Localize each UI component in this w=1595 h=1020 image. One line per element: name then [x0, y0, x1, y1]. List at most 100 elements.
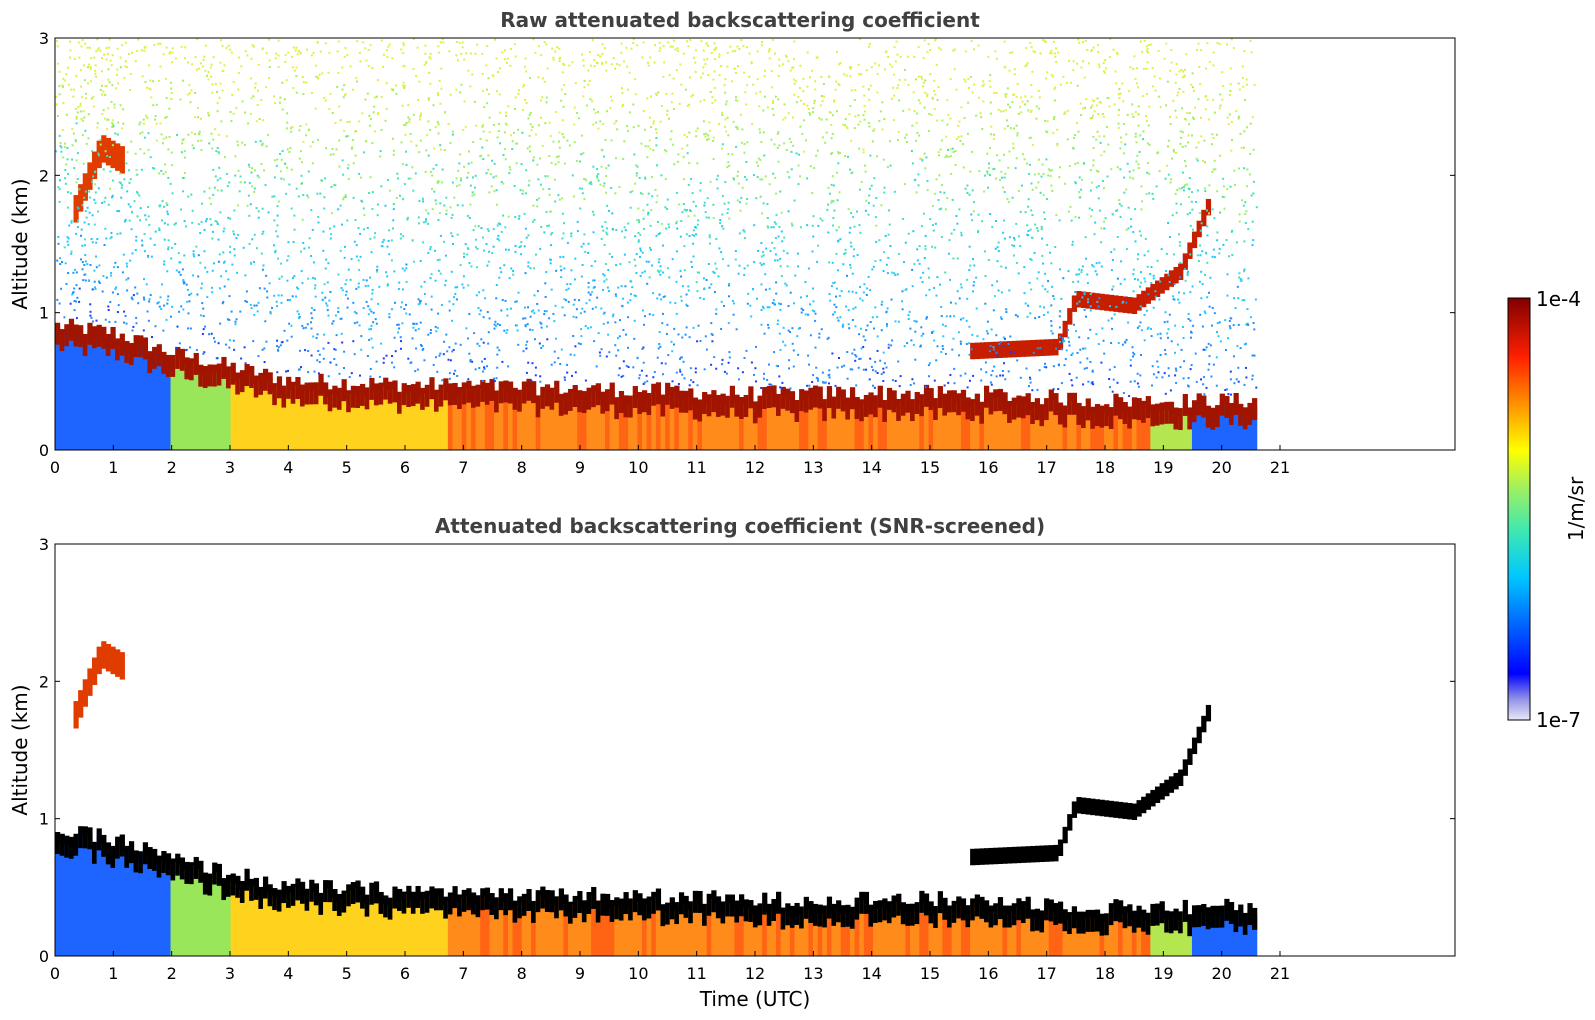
noise-speckle: [579, 207, 582, 210]
noise-speckle: [227, 216, 230, 219]
noise-speckle: [318, 73, 321, 76]
noise-speckle: [693, 234, 696, 237]
boundary-layer-top-band: [470, 385, 477, 408]
noise-speckle: [1237, 82, 1240, 85]
noise-speckle: [1087, 62, 1090, 65]
noise-speckle: [920, 75, 923, 78]
noise-speckle: [1017, 112, 1020, 115]
noise-speckle: [93, 56, 96, 59]
noise-speckle: [1106, 175, 1109, 178]
noise-speckle: [65, 113, 68, 116]
noise-speckle: [1174, 192, 1177, 195]
noise-speckle: [1190, 364, 1193, 367]
noise-speckle: [310, 327, 313, 330]
noise-speckle: [816, 260, 819, 263]
noise-speckle: [217, 151, 220, 154]
noise-speckle: [998, 342, 1001, 345]
noise-speckle: [1028, 163, 1031, 166]
noise-speckle: [355, 77, 358, 79]
noise-speckle: [583, 233, 586, 236]
noise-speckle: [1050, 52, 1053, 55]
boundary-layer-column: [1122, 410, 1128, 450]
noise-speckle: [1019, 210, 1022, 213]
noise-speckle: [851, 319, 854, 321]
noise-speckle: [358, 172, 361, 175]
noise-speckle: [882, 270, 885, 272]
noise-speckle: [187, 61, 190, 64]
noise-speckle: [662, 295, 665, 298]
noise-speckle: [578, 299, 581, 302]
noise-speckle: [557, 155, 560, 158]
noise-speckle: [364, 98, 367, 101]
noise-speckle: [367, 64, 370, 67]
noise-speckle: [934, 246, 937, 249]
noise-speckle: [487, 93, 490, 96]
noise-speckle: [388, 43, 391, 46]
boundary-layer-top-band: [1215, 405, 1221, 428]
noise-speckle: [732, 120, 735, 123]
noise-speckle: [346, 306, 349, 309]
noise-speckle: [628, 71, 631, 74]
noise-speckle: [536, 303, 539, 305]
noise-speckle: [793, 82, 796, 85]
noise-speckle: [943, 384, 946, 387]
noise-speckle: [1151, 365, 1154, 368]
noise-speckle: [953, 315, 955, 318]
noise-speckle: [107, 78, 110, 81]
noise-speckle: [405, 163, 408, 166]
noise-speckle: [310, 255, 313, 257]
noise-speckle: [485, 172, 488, 175]
noise-speckle: [62, 77, 65, 80]
noise-speckle: [1179, 130, 1182, 133]
elevated-aerosol-band: [73, 195, 79, 223]
noise-speckle: [1253, 354, 1256, 357]
noise-speckle: [75, 117, 78, 120]
noise-speckle: [720, 251, 723, 254]
noise-speckle: [85, 142, 88, 145]
noise-speckle: [128, 219, 131, 222]
noise-speckle: [80, 228, 83, 231]
noise-speckle: [290, 168, 293, 171]
noise-speckle: [1053, 88, 1056, 91]
noise-speckle: [250, 261, 253, 264]
noise-speckle: [492, 176, 495, 179]
noise-speckle: [473, 193, 476, 196]
noise-speckle: [183, 150, 186, 153]
noise-speckle: [1230, 38, 1233, 41]
noise-speckle: [842, 263, 845, 266]
noise-speckle: [873, 177, 876, 180]
noise-speckle: [1212, 51, 1215, 54]
noise-speckle: [642, 383, 645, 385]
noise-speckle: [76, 226, 79, 229]
noise-speckle: [69, 49, 72, 52]
noise-speckle: [1165, 252, 1168, 255]
noise-speckle: [922, 212, 925, 215]
boundary-layer-column: [845, 405, 851, 450]
noise-speckle: [665, 227, 668, 230]
noise-speckle: [1230, 149, 1233, 152]
noise-speckle: [1208, 355, 1211, 358]
noise-speckle: [66, 158, 69, 161]
noise-speckle: [652, 292, 655, 295]
residual-layer-band: [1011, 340, 1017, 358]
boundary-layer-top-band: [373, 383, 380, 406]
noise-speckle: [861, 299, 864, 302]
noise-speckle: [498, 324, 501, 327]
boundary-layer-column: [535, 403, 541, 450]
noise-speckle: [82, 64, 85, 67]
noise-speckle: [312, 141, 314, 144]
noise-speckle: [1229, 83, 1232, 86]
noise-speckle: [1136, 326, 1139, 329]
boundary-layer-column: [364, 395, 370, 450]
boundary-layer-column: [937, 394, 943, 450]
noise-speckle: [627, 222, 630, 225]
noise-speckle: [981, 84, 984, 87]
noise-speckle: [190, 131, 193, 134]
noise-speckle: [429, 246, 432, 248]
noise-speckle: [350, 258, 353, 261]
noise-speckle: [336, 85, 339, 88]
noise-speckle: [1000, 110, 1002, 113]
noise-speckle: [688, 103, 691, 106]
noise-speckle: [351, 146, 354, 149]
noise-speckle: [429, 128, 432, 131]
